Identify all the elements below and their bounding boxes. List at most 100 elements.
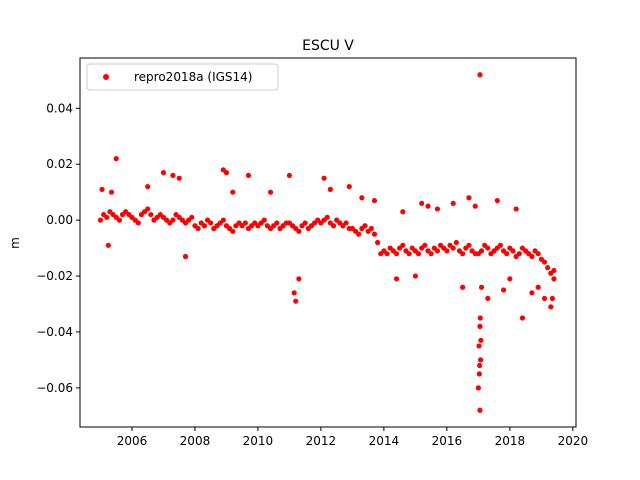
data-point [145, 183, 151, 190]
chart-title: ESCU V [302, 38, 354, 54]
data-point [105, 242, 111, 248]
data-point [208, 220, 214, 226]
data-point [182, 253, 189, 260]
x-tick-label: 2014 [369, 434, 400, 448]
data-point [330, 223, 337, 229]
data-point [400, 209, 406, 215]
x-tick-label: 2020 [558, 434, 589, 448]
data-point [450, 200, 456, 206]
data-point [422, 242, 428, 248]
data-point [541, 295, 548, 302]
data-point [548, 304, 554, 310]
data-point [201, 223, 207, 229]
data-point [477, 357, 484, 363]
data-point [551, 276, 557, 282]
data-point [475, 385, 481, 391]
data-point [477, 407, 483, 413]
data-point [393, 276, 400, 282]
data-point [362, 223, 368, 229]
data-point [296, 228, 302, 234]
data-point [535, 284, 541, 290]
data-point [466, 242, 472, 248]
data-point [466, 195, 472, 201]
data-points [97, 72, 557, 413]
data-point [113, 156, 119, 162]
data-point [324, 214, 330, 220]
y-tick-label: −0.02 [36, 269, 73, 283]
data-point [406, 251, 412, 257]
data-point [220, 217, 226, 223]
data-point [477, 72, 483, 78]
data-point [460, 284, 466, 290]
data-point [478, 337, 484, 343]
legend: repro2018a (IGS14) [86, 63, 279, 91]
data-point [176, 175, 182, 181]
data-point [321, 175, 327, 181]
data-point [170, 217, 176, 223]
data-point [507, 276, 513, 282]
data-point [274, 220, 280, 226]
y-tick-label: 0.04 [46, 101, 73, 115]
data-point [170, 172, 176, 179]
y-tick-label: −0.06 [36, 381, 73, 395]
data-point [393, 251, 400, 257]
data-point [291, 290, 297, 296]
data-point [535, 251, 541, 257]
data-point [477, 315, 483, 321]
data-point [541, 259, 548, 265]
x-tick-label: 2008 [180, 434, 211, 448]
y-tick-label: 0.02 [46, 157, 73, 171]
data-point [148, 211, 154, 218]
data-point [384, 251, 390, 257]
x-tick-label: 2012 [306, 434, 337, 448]
data-point [478, 248, 485, 254]
data-point [453, 239, 459, 246]
data-point [195, 225, 201, 232]
legend-marker [103, 74, 109, 80]
data-point [371, 231, 378, 237]
data-point [346, 183, 352, 190]
data-point [242, 220, 248, 226]
data-point [450, 245, 456, 251]
data-point [359, 195, 365, 201]
data-point [434, 248, 441, 254]
data-point [477, 323, 483, 329]
data-point [293, 298, 299, 304]
data-point [428, 251, 434, 257]
data-point [261, 217, 267, 223]
data-point [230, 228, 236, 234]
data-point [472, 203, 478, 209]
data-point [500, 287, 507, 293]
data-point [375, 239, 381, 246]
data-point [135, 220, 141, 226]
data-point [108, 189, 115, 195]
y-axis: −0.06 −0.04 −0.02 0.00 0.02 0.04 [36, 101, 80, 395]
data-point [343, 220, 349, 226]
data-point [104, 214, 110, 220]
data-point [485, 295, 491, 302]
data-point [529, 253, 535, 260]
data-point [371, 197, 378, 204]
data-point [412, 273, 418, 279]
x-tick-label: 2006 [117, 434, 148, 448]
data-point [478, 284, 485, 290]
data-point [510, 248, 516, 254]
y-tick-label: −0.04 [36, 325, 73, 339]
data-point [444, 248, 450, 254]
data-point [434, 206, 441, 212]
data-point [476, 371, 482, 377]
data-point [549, 295, 555, 302]
data-point [504, 251, 510, 257]
data-point [419, 200, 425, 206]
data-point [368, 225, 374, 232]
data-point [230, 189, 236, 195]
data-point [415, 251, 422, 257]
data-point [286, 172, 293, 179]
data-point [477, 362, 483, 369]
y-axis-label: m [8, 237, 22, 249]
data-point [545, 265, 551, 271]
data-point [223, 170, 230, 176]
legend-label: repro2018a (IGS14) [134, 70, 252, 84]
data-point [97, 217, 104, 223]
